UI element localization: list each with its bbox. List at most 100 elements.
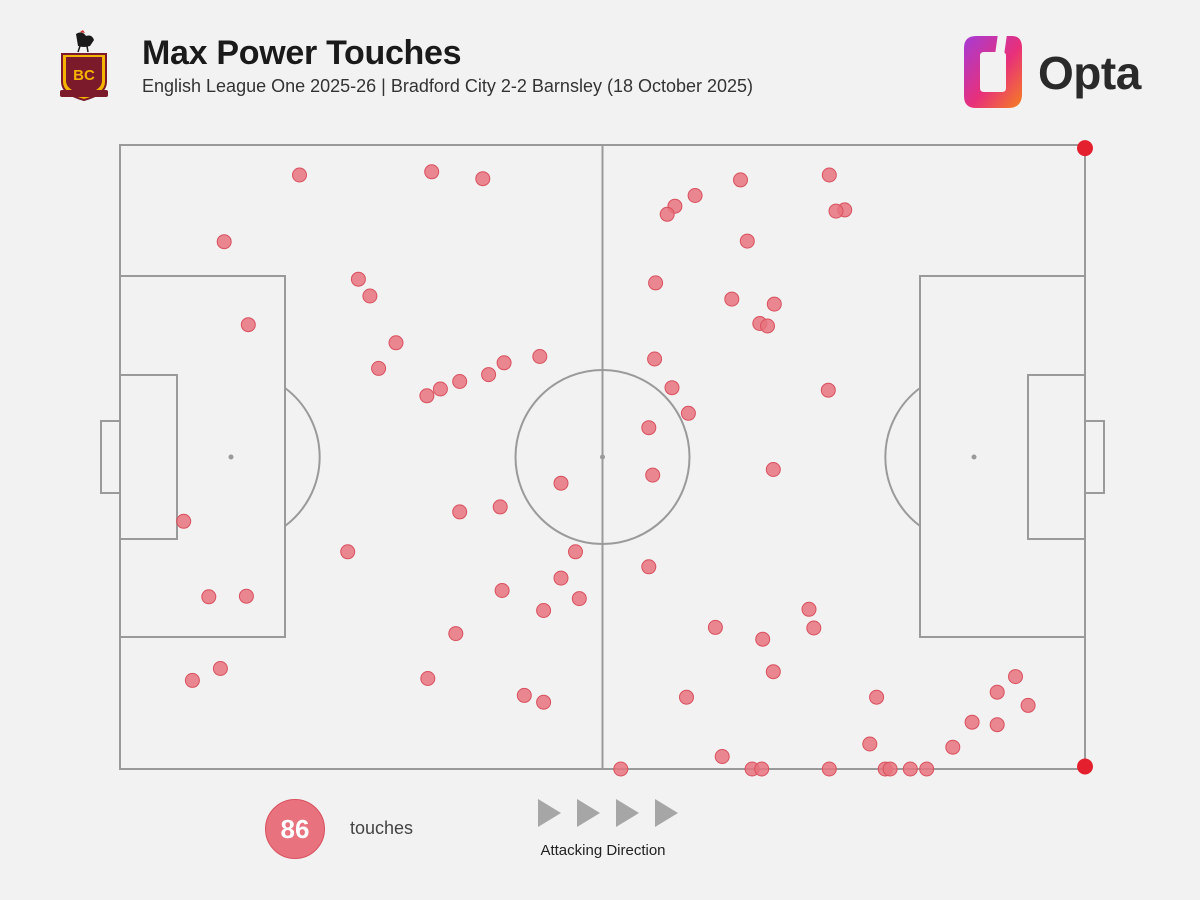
touch-marker: [862, 736, 878, 752]
right-penalty-spot: [971, 454, 977, 460]
touch-marker: [754, 761, 770, 777]
centre-circle: [514, 369, 691, 545]
highlight-touch-marker: [1077, 758, 1093, 775]
svg-text:BC: BC: [73, 67, 95, 84]
touch-marker: [648, 275, 664, 291]
centre-spot: [600, 454, 605, 460]
attacking-direction-arrows: [538, 799, 678, 827]
touch-marker: [371, 360, 387, 376]
touch-marker: [821, 761, 837, 777]
touch-count-label: touches: [350, 818, 414, 838]
touch-marker: [707, 619, 723, 635]
touch-marker: [806, 620, 822, 636]
touch-marker: [765, 664, 781, 680]
touch-marker: [989, 717, 1005, 733]
opta-logo-icon: [964, 34, 1022, 108]
touch-marker: [739, 233, 755, 249]
touch-marker: [766, 296, 782, 312]
touch-markers: [176, 140, 1093, 777]
right-six-yard-box: [1027, 374, 1086, 540]
touch-marker: [1020, 697, 1036, 713]
touch-marker: [216, 234, 232, 250]
touch-marker: [733, 172, 748, 188]
direction-arrow-icon: [655, 799, 678, 827]
direction-arrow-icon: [538, 799, 561, 827]
direction-arrow-icon: [577, 799, 600, 827]
touch-marker: [432, 381, 448, 397]
attacking-direction-label: Attacking Direction: [540, 842, 666, 859]
left-six-yard-box: [119, 374, 178, 540]
touch-marker: [238, 588, 254, 604]
touch-marker: [645, 467, 661, 483]
touch-marker: [553, 570, 569, 586]
bradford-city-crest-icon: BC: [60, 30, 108, 102]
touch-marker: [989, 684, 1005, 700]
touch-marker: [755, 631, 771, 647]
touch-marker: [801, 601, 817, 617]
touch-marker: [452, 374, 468, 389]
touch-marker: [765, 462, 781, 477]
touch-marker: [532, 349, 548, 364]
touch-marker: [659, 206, 675, 222]
touch-marker: [420, 671, 436, 686]
left-goal: [100, 420, 121, 494]
match-subtitle: English League One 2025-26 | Bradford Ci…: [142, 76, 754, 96]
highlight-touch-marker: [1077, 140, 1093, 157]
touch-marker: [492, 499, 508, 515]
left-penalty-spot: [228, 454, 234, 460]
touch-marker: [419, 388, 435, 404]
touch-marker: [201, 589, 217, 605]
touch-marker: [945, 739, 961, 755]
touch-marker: [613, 761, 629, 777]
direction-arrow-icon: [616, 799, 639, 827]
team-crest: BC: [56, 30, 112, 104]
touch-marker: [647, 351, 663, 367]
touch-marker: [964, 714, 980, 730]
touch-marker: [481, 367, 497, 383]
touch-marker: [571, 591, 587, 607]
right-goal: [1084, 420, 1105, 494]
opta-brand: Opta: [962, 34, 1162, 110]
touch-marker: [292, 167, 307, 183]
touch-marker: [536, 694, 552, 710]
touch-marker: [184, 672, 200, 688]
touch-marker: [820, 382, 836, 398]
touch-marker: [869, 689, 885, 705]
touch-marker: [821, 167, 837, 183]
touch-marker: [714, 749, 730, 764]
touch-marker: [1008, 669, 1023, 685]
touch-marker: [724, 291, 740, 307]
touch-marker: [496, 355, 512, 371]
touch-marker: [240, 317, 256, 333]
touch-marker: [568, 544, 583, 560]
right-penalty-area: [919, 275, 1086, 638]
touch-marker: [664, 380, 680, 396]
touch-marker: [494, 583, 510, 598]
touch-marker: [828, 203, 844, 219]
touch-count-badge: 86: [265, 799, 325, 859]
touch-marker: [882, 761, 898, 777]
touch-marker: [516, 687, 532, 703]
touch-marker: [641, 559, 657, 575]
touch-marker: [680, 405, 696, 421]
touch-marker: [687, 188, 703, 203]
touch-marker: [350, 271, 366, 287]
page-title: Max Power Touches: [142, 34, 462, 72]
opta-wordmark: Opta: [1038, 47, 1141, 99]
touch-marker: [452, 504, 468, 520]
touch-marker: [553, 475, 569, 491]
touch-marker: [902, 761, 918, 777]
left-penalty-arc: [284, 387, 321, 527]
touch-marker: [340, 544, 356, 560]
touch-marker: [362, 288, 378, 304]
touch-marker: [176, 513, 192, 529]
right-penalty-arc: [884, 387, 921, 527]
touch-marker: [388, 335, 404, 351]
touch-marker: [760, 318, 775, 334]
touch-marker: [424, 164, 440, 180]
touch-marker: [212, 661, 228, 676]
touch-marker: [641, 420, 657, 436]
touch-marker: [919, 761, 935, 777]
touch-marker: [475, 171, 491, 187]
